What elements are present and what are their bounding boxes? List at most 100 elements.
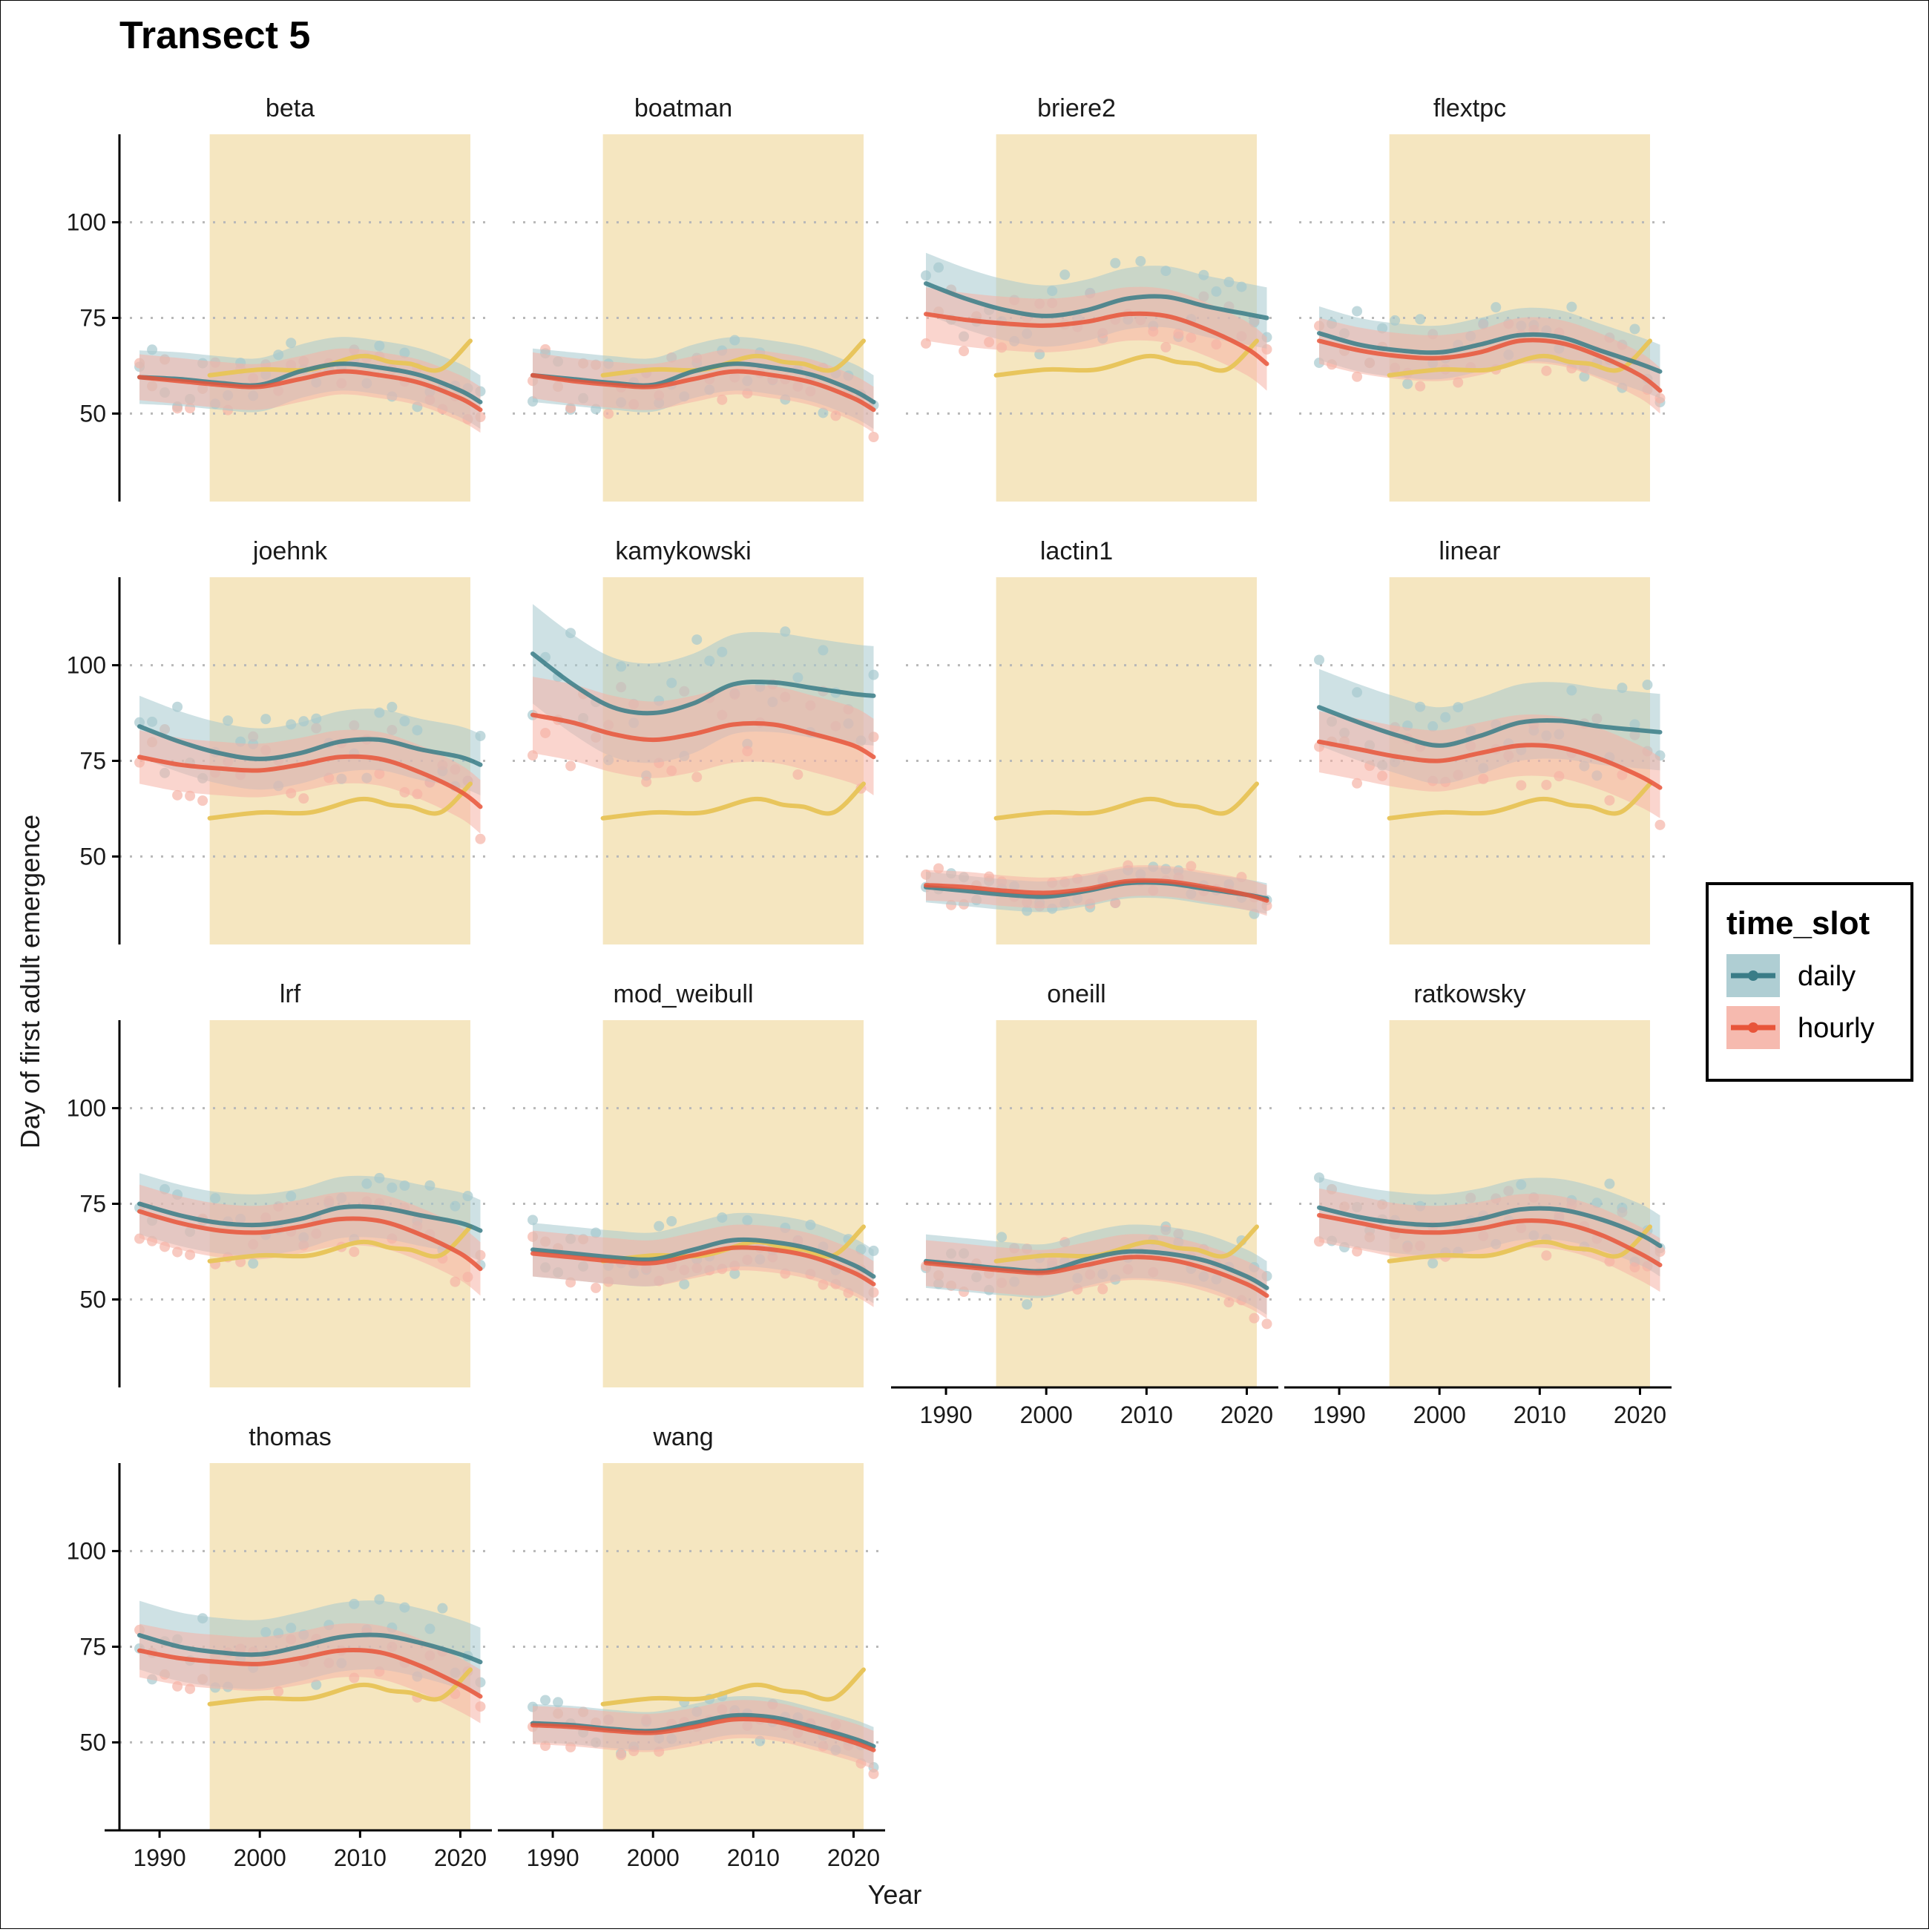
data-point <box>1604 795 1615 806</box>
data-point <box>959 346 970 357</box>
hourly-trend-line <box>530 1245 876 1287</box>
data-point <box>298 793 309 804</box>
x-tick-label: 2000 <box>1020 1402 1073 1428</box>
reference-line <box>1387 1224 1652 1264</box>
legend-label-hourly: hourly <box>1798 1013 1875 1044</box>
daily-trend-line <box>137 1201 483 1233</box>
data-point <box>679 1278 690 1289</box>
data-point <box>1642 680 1653 691</box>
x-tick-label: 2010 <box>1514 1402 1566 1428</box>
panel-title: lrf <box>280 980 301 1008</box>
data-point <box>1352 778 1363 789</box>
y-tick-label: 100 <box>67 652 106 679</box>
panel-wang: wang 1990 2000 2010 2020 <box>498 1423 885 1871</box>
data-point <box>553 1697 564 1708</box>
hourly-trend-line <box>530 1716 876 1752</box>
hourly-trend-line <box>924 878 1269 903</box>
daily-trend-line <box>530 1237 876 1279</box>
panel-title: thomas <box>249 1423 332 1451</box>
x-tick-label: 1990 <box>133 1844 185 1871</box>
data-point <box>1110 257 1121 269</box>
y-tick-label: 100 <box>67 1538 106 1565</box>
data-point <box>1352 371 1363 382</box>
y-tick-label: 50 <box>79 400 106 427</box>
daily-trend-line <box>924 281 1269 321</box>
data-point <box>1453 377 1464 388</box>
panel-title: wang <box>652 1423 713 1451</box>
legend-point-daily <box>1748 970 1758 981</box>
data-point <box>1022 1299 1033 1310</box>
panel-thomas: thomas 50 75 100 1990 2000 2010 2020 <box>67 1423 492 1871</box>
reference-line <box>993 781 1259 821</box>
y-tick-label: 100 <box>67 209 106 236</box>
x-tick-label: 1990 <box>1312 1402 1365 1428</box>
x-tick-label: 2010 <box>727 1844 780 1871</box>
data-point <box>591 1282 602 1293</box>
data-point <box>717 394 728 405</box>
data-point <box>1491 302 1502 313</box>
data-point <box>1135 256 1146 267</box>
data-point <box>1604 1178 1615 1189</box>
data-point <box>528 1215 539 1226</box>
daily-trend-line <box>137 724 483 767</box>
data-point <box>641 776 652 787</box>
panel-title: joehnk <box>252 537 328 565</box>
panel-title: linear <box>1439 537 1500 565</box>
data-point <box>868 1768 879 1779</box>
panel-oneill: oneill 1990 2000 2010 2020 <box>891 980 1278 1428</box>
panel-title: briere2 <box>1037 94 1116 122</box>
panel-title: lactin1 <box>1040 537 1113 565</box>
daily-trend-line <box>137 1632 483 1665</box>
data-point <box>565 760 576 772</box>
x-tick-label: 2020 <box>434 1844 487 1871</box>
x-tick-label: 1990 <box>526 1844 579 1871</box>
x-tick-label: 2010 <box>334 1844 387 1871</box>
panel-lrf: lrf 50 75 100 <box>67 980 490 1387</box>
panel-mod_weibull: mod_weibull <box>513 980 884 1387</box>
data-point <box>185 790 196 801</box>
daily-trend-line <box>1317 1205 1663 1249</box>
legend-title: time_slot <box>1726 905 1870 942</box>
y-axis-label: Day of first adult emergence <box>15 815 45 1149</box>
panel-beta: beta 50 75 100 <box>67 94 490 502</box>
panel-title: boatman <box>634 94 732 122</box>
data-point <box>475 833 486 844</box>
data-point <box>868 432 879 443</box>
data-point <box>1541 1250 1552 1261</box>
hourly-confidence-band <box>139 1623 481 1724</box>
x-tick-label: 2000 <box>627 1844 680 1871</box>
data-point <box>1541 779 1552 790</box>
data-point <box>691 634 703 645</box>
hourly-trend-line <box>1317 739 1663 790</box>
hourly-trend-line <box>1317 1213 1663 1267</box>
data-point <box>437 1603 448 1614</box>
data-point <box>260 714 272 725</box>
panel-title: kamykowski <box>615 537 751 565</box>
data-point <box>1097 1284 1108 1295</box>
x-tick-label: 2020 <box>1220 1402 1273 1428</box>
chart-title: Transect 5 <box>119 14 310 57</box>
reference-line <box>993 338 1259 378</box>
data-point <box>1314 654 1325 666</box>
y-tick-label: 75 <box>79 748 106 775</box>
x-tick-label: 1990 <box>919 1402 972 1428</box>
x-tick-label: 2010 <box>1120 1402 1173 1428</box>
data-point <box>1249 1312 1260 1324</box>
panel-title: mod_weibull <box>614 980 754 1008</box>
data-point <box>450 1276 461 1287</box>
data-point <box>172 789 183 801</box>
panels: beta 50 75 100 boatman briere2 flextpc joehnk 50… <box>67 94 1672 1871</box>
data-point <box>1566 301 1577 312</box>
hourly-trend-line <box>137 1648 483 1699</box>
panel-flextpc: flextpc <box>1299 94 1670 502</box>
data-point <box>172 701 183 712</box>
shaded-period <box>602 1463 864 1830</box>
data-point <box>1654 819 1666 830</box>
legend-label-daily: daily <box>1798 961 1856 992</box>
panel-kamykowski: kamykowski <box>513 537 884 944</box>
reference-line <box>207 781 473 821</box>
reference-line <box>600 1667 866 1706</box>
